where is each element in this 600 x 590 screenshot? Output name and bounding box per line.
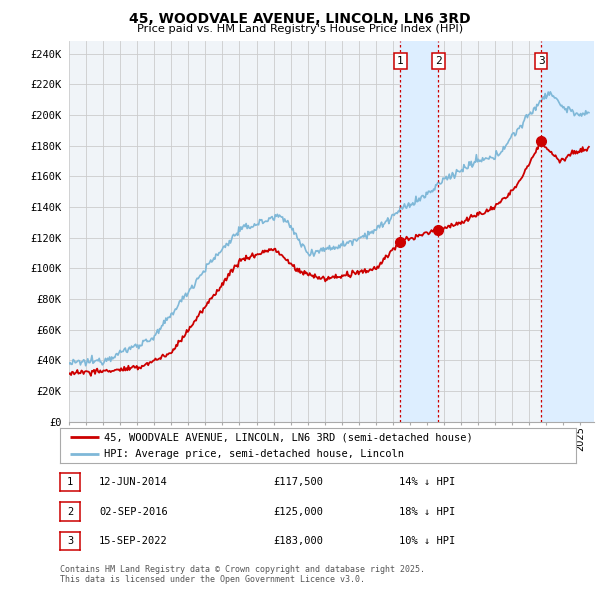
- Text: £183,000: £183,000: [273, 536, 323, 546]
- Text: 1: 1: [397, 56, 404, 66]
- Text: Price paid vs. HM Land Registry's House Price Index (HPI): Price paid vs. HM Land Registry's House …: [137, 24, 463, 34]
- Text: HPI: Average price, semi-detached house, Lincoln: HPI: Average price, semi-detached house,…: [104, 448, 404, 458]
- Text: 18% ↓ HPI: 18% ↓ HPI: [399, 507, 455, 516]
- Text: Contains HM Land Registry data © Crown copyright and database right 2025.
This d: Contains HM Land Registry data © Crown c…: [60, 565, 425, 584]
- Text: 3: 3: [538, 56, 545, 66]
- Text: 1: 1: [67, 477, 73, 487]
- Text: 2: 2: [67, 507, 73, 516]
- Text: 02-SEP-2016: 02-SEP-2016: [99, 507, 168, 516]
- Text: 12-JUN-2014: 12-JUN-2014: [99, 477, 168, 487]
- Text: 15-SEP-2022: 15-SEP-2022: [99, 536, 168, 546]
- Text: £117,500: £117,500: [273, 477, 323, 487]
- Text: 45, WOODVALE AVENUE, LINCOLN, LN6 3RD: 45, WOODVALE AVENUE, LINCOLN, LN6 3RD: [129, 12, 471, 26]
- Text: 45, WOODVALE AVENUE, LINCOLN, LN6 3RD (semi-detached house): 45, WOODVALE AVENUE, LINCOLN, LN6 3RD (s…: [104, 432, 473, 442]
- Text: 3: 3: [67, 536, 73, 546]
- Text: £125,000: £125,000: [273, 507, 323, 516]
- Text: 10% ↓ HPI: 10% ↓ HPI: [399, 536, 455, 546]
- Bar: [400, 41, 439, 422]
- Text: 14% ↓ HPI: 14% ↓ HPI: [399, 477, 455, 487]
- Bar: [541, 41, 594, 422]
- Text: 2: 2: [435, 56, 442, 66]
